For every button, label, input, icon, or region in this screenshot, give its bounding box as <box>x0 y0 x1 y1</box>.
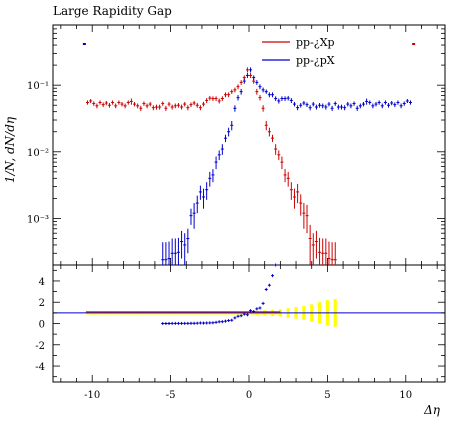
y-tick-label: 10⁻² <box>27 148 49 159</box>
x-axis-ticks: -10 -5 0 5 10 <box>60 25 438 401</box>
overflow-markers <box>82 43 416 45</box>
overflow-marker <box>412 43 416 45</box>
y-tick-label: 10⁻³ <box>27 214 49 225</box>
ratio-tick-label: -2 <box>35 341 45 352</box>
x-tick-label: -10 <box>84 390 100 401</box>
x-tick-label: -5 <box>166 390 176 401</box>
chart-title: Large Rapidity Gap <box>53 4 172 18</box>
x-axis-label: Δη <box>423 403 441 417</box>
x-tick-label: 5 <box>324 390 330 401</box>
legend: pp-¿Xp pp-¿pX <box>262 36 335 67</box>
ratio-tick-label: 0 <box>39 320 45 331</box>
y-tick-label: 10⁻¹ <box>27 81 49 92</box>
series-points <box>85 67 413 265</box>
y-axis-ticks: 10⁻³ 10⁻² 10⁻¹ <box>27 24 445 266</box>
ratio-plot-frame <box>52 264 446 383</box>
legend-label-pp-xp: pp-¿Xp <box>296 36 335 49</box>
overflow-marker <box>82 43 86 45</box>
x-tick-label: 10 <box>399 390 412 401</box>
ratio-tick-label: 2 <box>39 298 45 309</box>
main-plot-frame <box>52 24 446 266</box>
x-tick-label: 0 <box>246 390 252 401</box>
ratio-tick-label: -4 <box>35 362 45 373</box>
ratio-reference-line <box>53 311 445 314</box>
legend-label-pp-px: pp-¿pX <box>296 54 335 67</box>
y-axis-label: 1/N, dN/dη <box>3 116 17 183</box>
ratio-points <box>161 263 278 325</box>
ratio-tick-label: 4 <box>39 277 45 288</box>
ratio-y-axis-ticks: -4 -2 0 2 4 <box>35 269 445 378</box>
